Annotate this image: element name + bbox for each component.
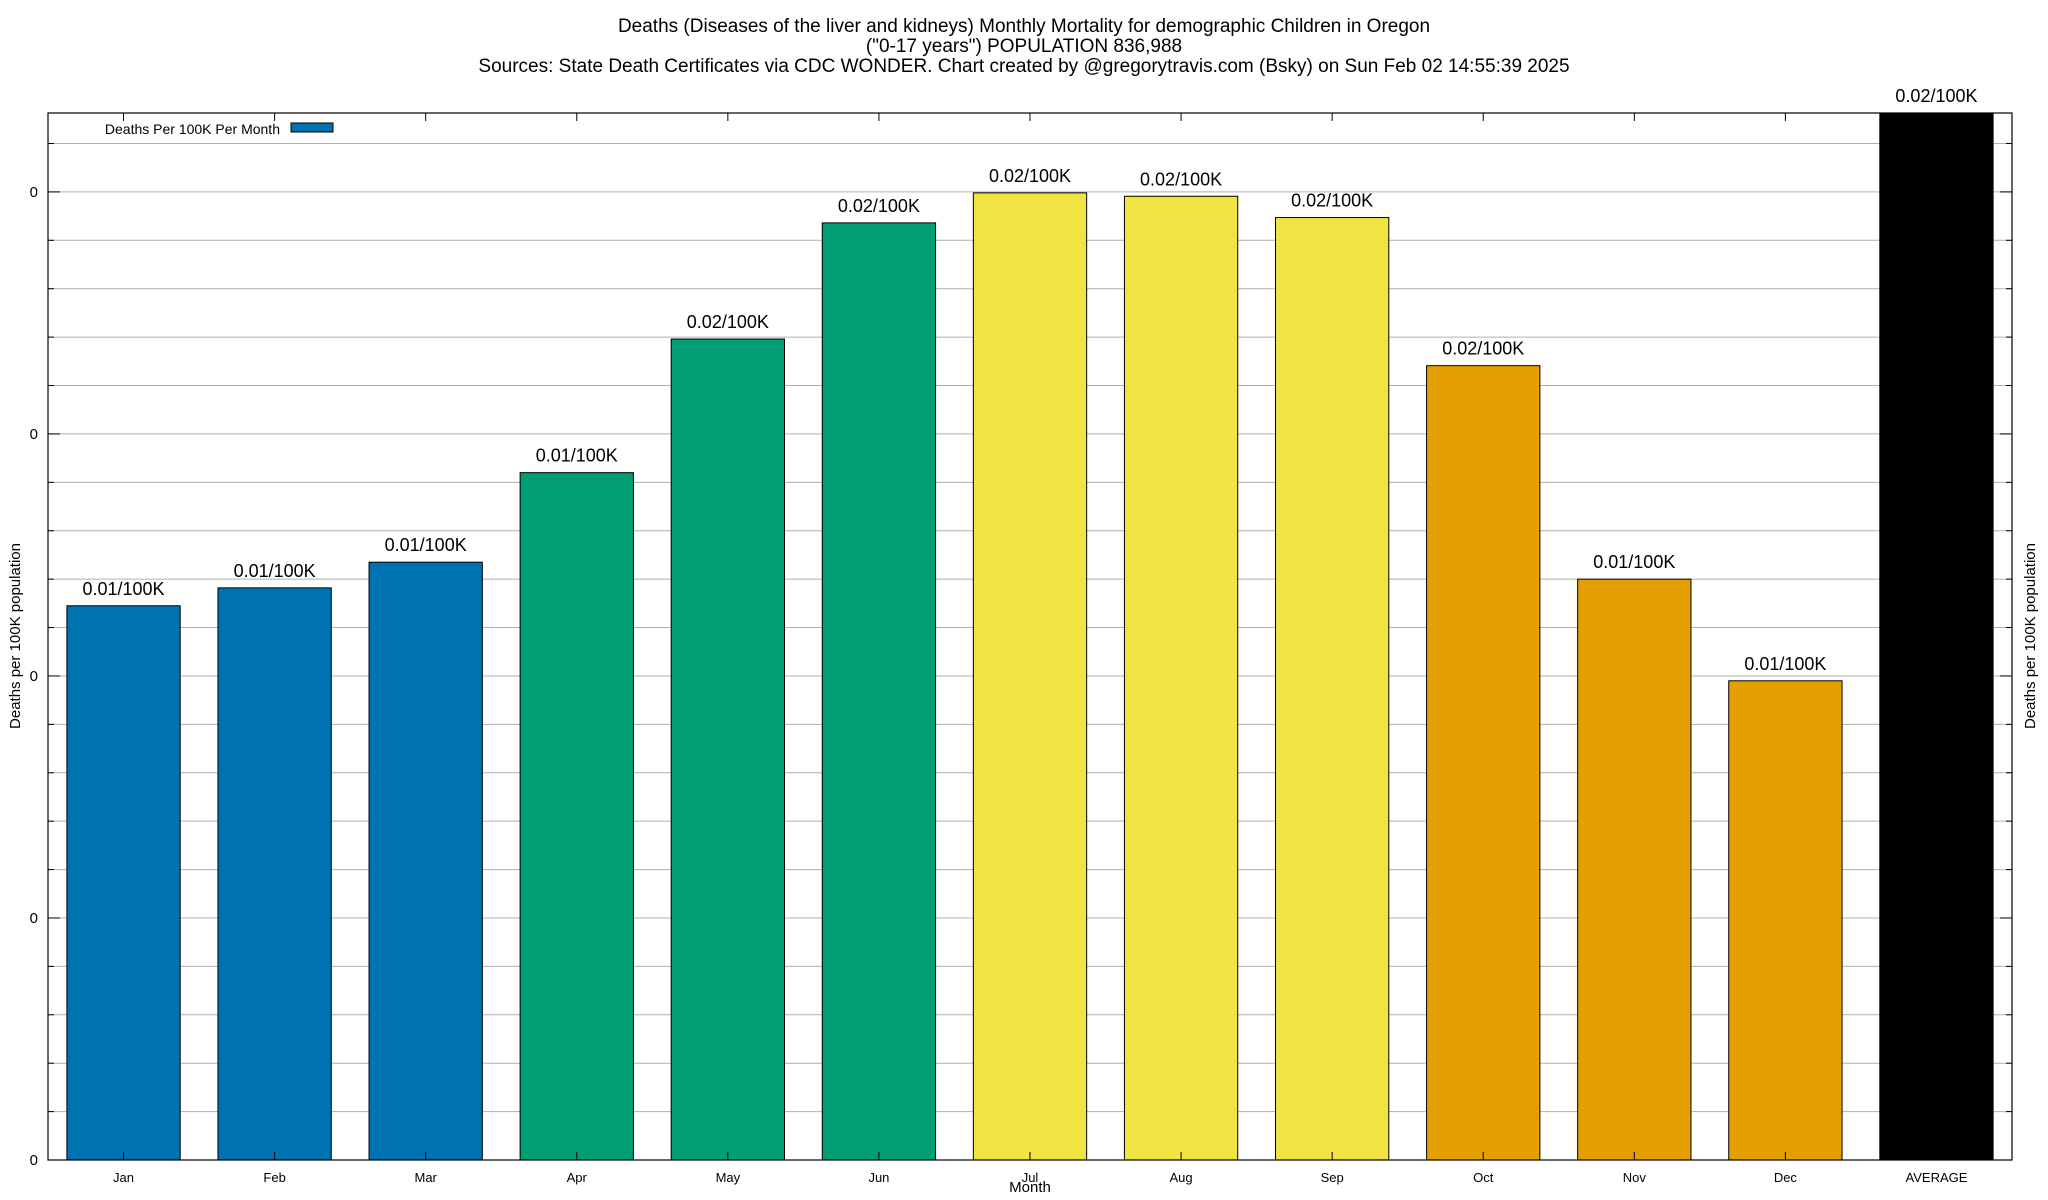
x-tick-label: Dec xyxy=(1774,1170,1798,1185)
x-tick-label: Mar xyxy=(414,1170,437,1185)
bar-average xyxy=(1879,112,1994,1161)
title-line-2: ("0-17 years") POPULATION 836,988 xyxy=(866,36,1182,57)
bar-may xyxy=(670,338,786,1161)
x-tick-label: Apr xyxy=(567,1170,588,1185)
data-label-jul: 0.02/100K xyxy=(989,166,1071,186)
x-tick-label: Nov xyxy=(1623,1170,1647,1185)
bar-feb xyxy=(217,587,332,1161)
chart-title: Deaths (Diseases of the liver and kidney… xyxy=(478,16,1569,77)
bar-oct xyxy=(1426,365,1541,1161)
data-labels: 0.01/100K 0.01/100K 0.01/100K 0.01/100K 0.02… xyxy=(82,86,1977,674)
data-label-apr: 0.01/100K xyxy=(536,446,618,466)
y-axis-label: Deaths per 100K population xyxy=(7,543,24,729)
bar-jul xyxy=(972,192,1088,1161)
bar-jan xyxy=(66,605,181,1161)
x-tick-label: Aug xyxy=(1170,1170,1193,1185)
x-tick-label: Sep xyxy=(1321,1170,1344,1185)
legend-swatch xyxy=(290,122,334,133)
title-line-1: Deaths (Diseases of the liver and kidney… xyxy=(618,16,1430,37)
bar-mar xyxy=(368,561,483,1161)
data-label-oct: 0.02/100K xyxy=(1442,339,1524,359)
legend-label: Deaths Per 100K Per Month xyxy=(105,121,280,137)
y-tick-label: 0 xyxy=(30,1152,38,1169)
bar-aug xyxy=(1123,195,1239,1161)
x-tick-label: Jun xyxy=(868,1170,889,1185)
data-label-nov: 0.01/100K xyxy=(1593,552,1675,572)
data-label-sep: 0.02/100K xyxy=(1291,191,1373,211)
bar-sep xyxy=(1275,217,1390,1161)
x-tick-label: May xyxy=(716,1170,741,1185)
x-tick-label: AVERAGE xyxy=(1906,1170,1968,1185)
y-tick-label: 0 xyxy=(30,184,38,201)
y-tick-label: 0 xyxy=(30,910,38,927)
x-tick-label: Jul xyxy=(1022,1170,1039,1185)
x-tick-label: Jan xyxy=(113,1170,134,1185)
data-label-dec: 0.01/100K xyxy=(1744,654,1826,674)
legend: Deaths Per 100K Per Month xyxy=(105,121,334,137)
data-label-mar: 0.01/100K xyxy=(385,535,467,555)
data-label-may: 0.02/100K xyxy=(687,312,769,332)
data-label-jan: 0.01/100K xyxy=(82,579,164,599)
data-label-feb: 0.01/100K xyxy=(234,561,316,581)
title-line-3: Sources: State Death Certificates via CD… xyxy=(478,56,1569,77)
data-label-jun: 0.02/100K xyxy=(838,196,920,216)
bar-dec xyxy=(1728,680,1843,1161)
y2-axis-label: Deaths per 100K population xyxy=(2022,543,2039,729)
bars xyxy=(66,112,1994,1161)
y-tick-label: 0 xyxy=(30,668,38,685)
bar-nov xyxy=(1577,578,1692,1161)
x-tick-label: Oct xyxy=(1473,1170,1494,1185)
bar-jun xyxy=(821,222,937,1161)
x-axis-label: Month xyxy=(1009,1179,1051,1196)
data-label-average: 0.02/100K xyxy=(1895,86,1977,106)
y-tick-label: 0 xyxy=(30,426,38,443)
bar-apr xyxy=(519,472,634,1161)
data-label-aug: 0.02/100K xyxy=(1140,169,1222,189)
axis-ticks: 0 0 0 0 0 Jan Feb Mar Apr May Jun Jul Aug Sep Oct Nov De… xyxy=(30,113,2012,1185)
x-tick-label: Feb xyxy=(263,1170,285,1185)
